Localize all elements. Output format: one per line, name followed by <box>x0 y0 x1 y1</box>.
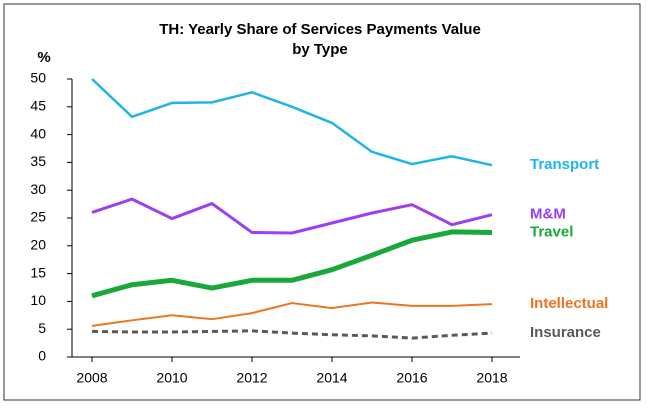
y-tick-label: 0 <box>38 348 46 364</box>
series-label: Intellectual <box>530 295 608 312</box>
series-line <box>91 301 493 327</box>
y-tick-label: 15 <box>30 264 46 280</box>
y-axis-label: % <box>37 49 50 66</box>
y-tick-label: 40 <box>30 125 46 141</box>
series-label: Travel <box>530 223 573 240</box>
x-tick-label: 2012 <box>236 370 267 386</box>
series-line <box>91 229 493 299</box>
y-tick-label: 10 <box>30 292 46 308</box>
x-tick-label: 2016 <box>396 370 427 386</box>
y-tick-label: 50 <box>30 70 46 86</box>
y-tick-label: 25 <box>30 209 46 225</box>
chart-title: TH: Yearly Share of Services Payments Va… <box>159 21 481 38</box>
y-tick-label: 45 <box>30 98 46 114</box>
x-tick-label: 2008 <box>76 370 107 386</box>
x-tick-label: 2014 <box>316 370 347 386</box>
y-tick-label: 35 <box>30 153 46 169</box>
y-tick-label: 5 <box>38 320 46 336</box>
x-tick-label: 2018 <box>476 370 507 386</box>
series-line <box>91 78 493 167</box>
series-label: Insurance <box>530 324 601 341</box>
series-label: M&M <box>530 206 566 223</box>
chart-title: by Type <box>292 41 348 58</box>
series-line <box>91 197 493 235</box>
series-line <box>91 329 493 340</box>
y-tick-label: 20 <box>30 237 46 253</box>
y-tick-label: 30 <box>30 181 46 197</box>
x-tick-label: 2010 <box>156 370 187 386</box>
series-label: Transport <box>530 156 599 173</box>
